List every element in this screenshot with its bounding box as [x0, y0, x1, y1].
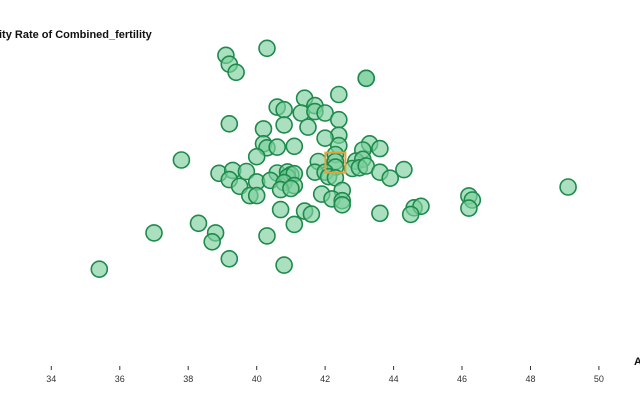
x-axis: 34 36 38 40 42 44 46 48 50	[46, 366, 604, 384]
data-point[interactable]	[237, 162, 256, 181]
data-point[interactable]	[381, 169, 400, 187]
x-tick-label: 36	[115, 374, 125, 384]
x-tick-label: 44	[389, 374, 399, 384]
x-tick-label: 34	[46, 374, 56, 384]
highlight-layer	[324, 151, 347, 174]
data-point[interactable]	[329, 110, 348, 129]
data-point[interactable]	[460, 199, 478, 217]
x-tick-label: 38	[183, 374, 193, 384]
data-point[interactable]	[371, 204, 389, 223]
data-point[interactable]	[254, 120, 273, 138]
data-point[interactable]	[247, 147, 266, 166]
data-point[interactable]	[203, 233, 221, 251]
highlight-marker	[324, 151, 347, 174]
data-point[interactable]	[559, 178, 577, 196]
data-point[interactable]	[285, 215, 304, 234]
data-point[interactable]	[329, 85, 348, 104]
data-point[interactable]	[268, 138, 287, 156]
data-point[interactable]	[220, 115, 239, 133]
x-tick-label: 48	[525, 374, 535, 384]
data-point[interactable]	[172, 151, 191, 169]
data-point[interactable]	[401, 205, 420, 224]
data-point[interactable]	[333, 196, 352, 214]
data-point[interactable]	[258, 39, 276, 58]
data-point[interactable]	[247, 186, 266, 205]
data-point[interactable]	[275, 116, 293, 134]
data-point[interactable]	[275, 100, 293, 119]
y-axis-title: ity Rate of Combined_fertility	[0, 29, 153, 41]
data-point[interactable]	[282, 179, 300, 198]
data-point[interactable]	[271, 200, 290, 219]
data-point[interactable]	[275, 256, 293, 274]
data-point[interactable]	[285, 137, 304, 156]
data-point[interactable]	[189, 214, 208, 233]
data-point[interactable]	[258, 227, 276, 245]
data-point[interactable]	[90, 260, 109, 279]
x-tick-label: 50	[594, 374, 604, 384]
data-point[interactable]	[299, 118, 317, 136]
data-point[interactable]	[145, 224, 163, 242]
data-point[interactable]	[371, 139, 389, 158]
x-axis-title: A	[634, 356, 640, 368]
data-point[interactable]	[220, 249, 239, 268]
data-point[interactable]	[357, 69, 376, 88]
x-tick-label: 46	[457, 374, 467, 384]
x-tick-label: 42	[320, 374, 330, 384]
data-point[interactable]	[316, 129, 334, 147]
data-point[interactable]	[227, 63, 245, 82]
points-layer	[90, 39, 577, 279]
data-point[interactable]	[302, 205, 321, 223]
x-tick-label: 40	[252, 374, 262, 384]
data-point[interactable]	[395, 160, 413, 179]
